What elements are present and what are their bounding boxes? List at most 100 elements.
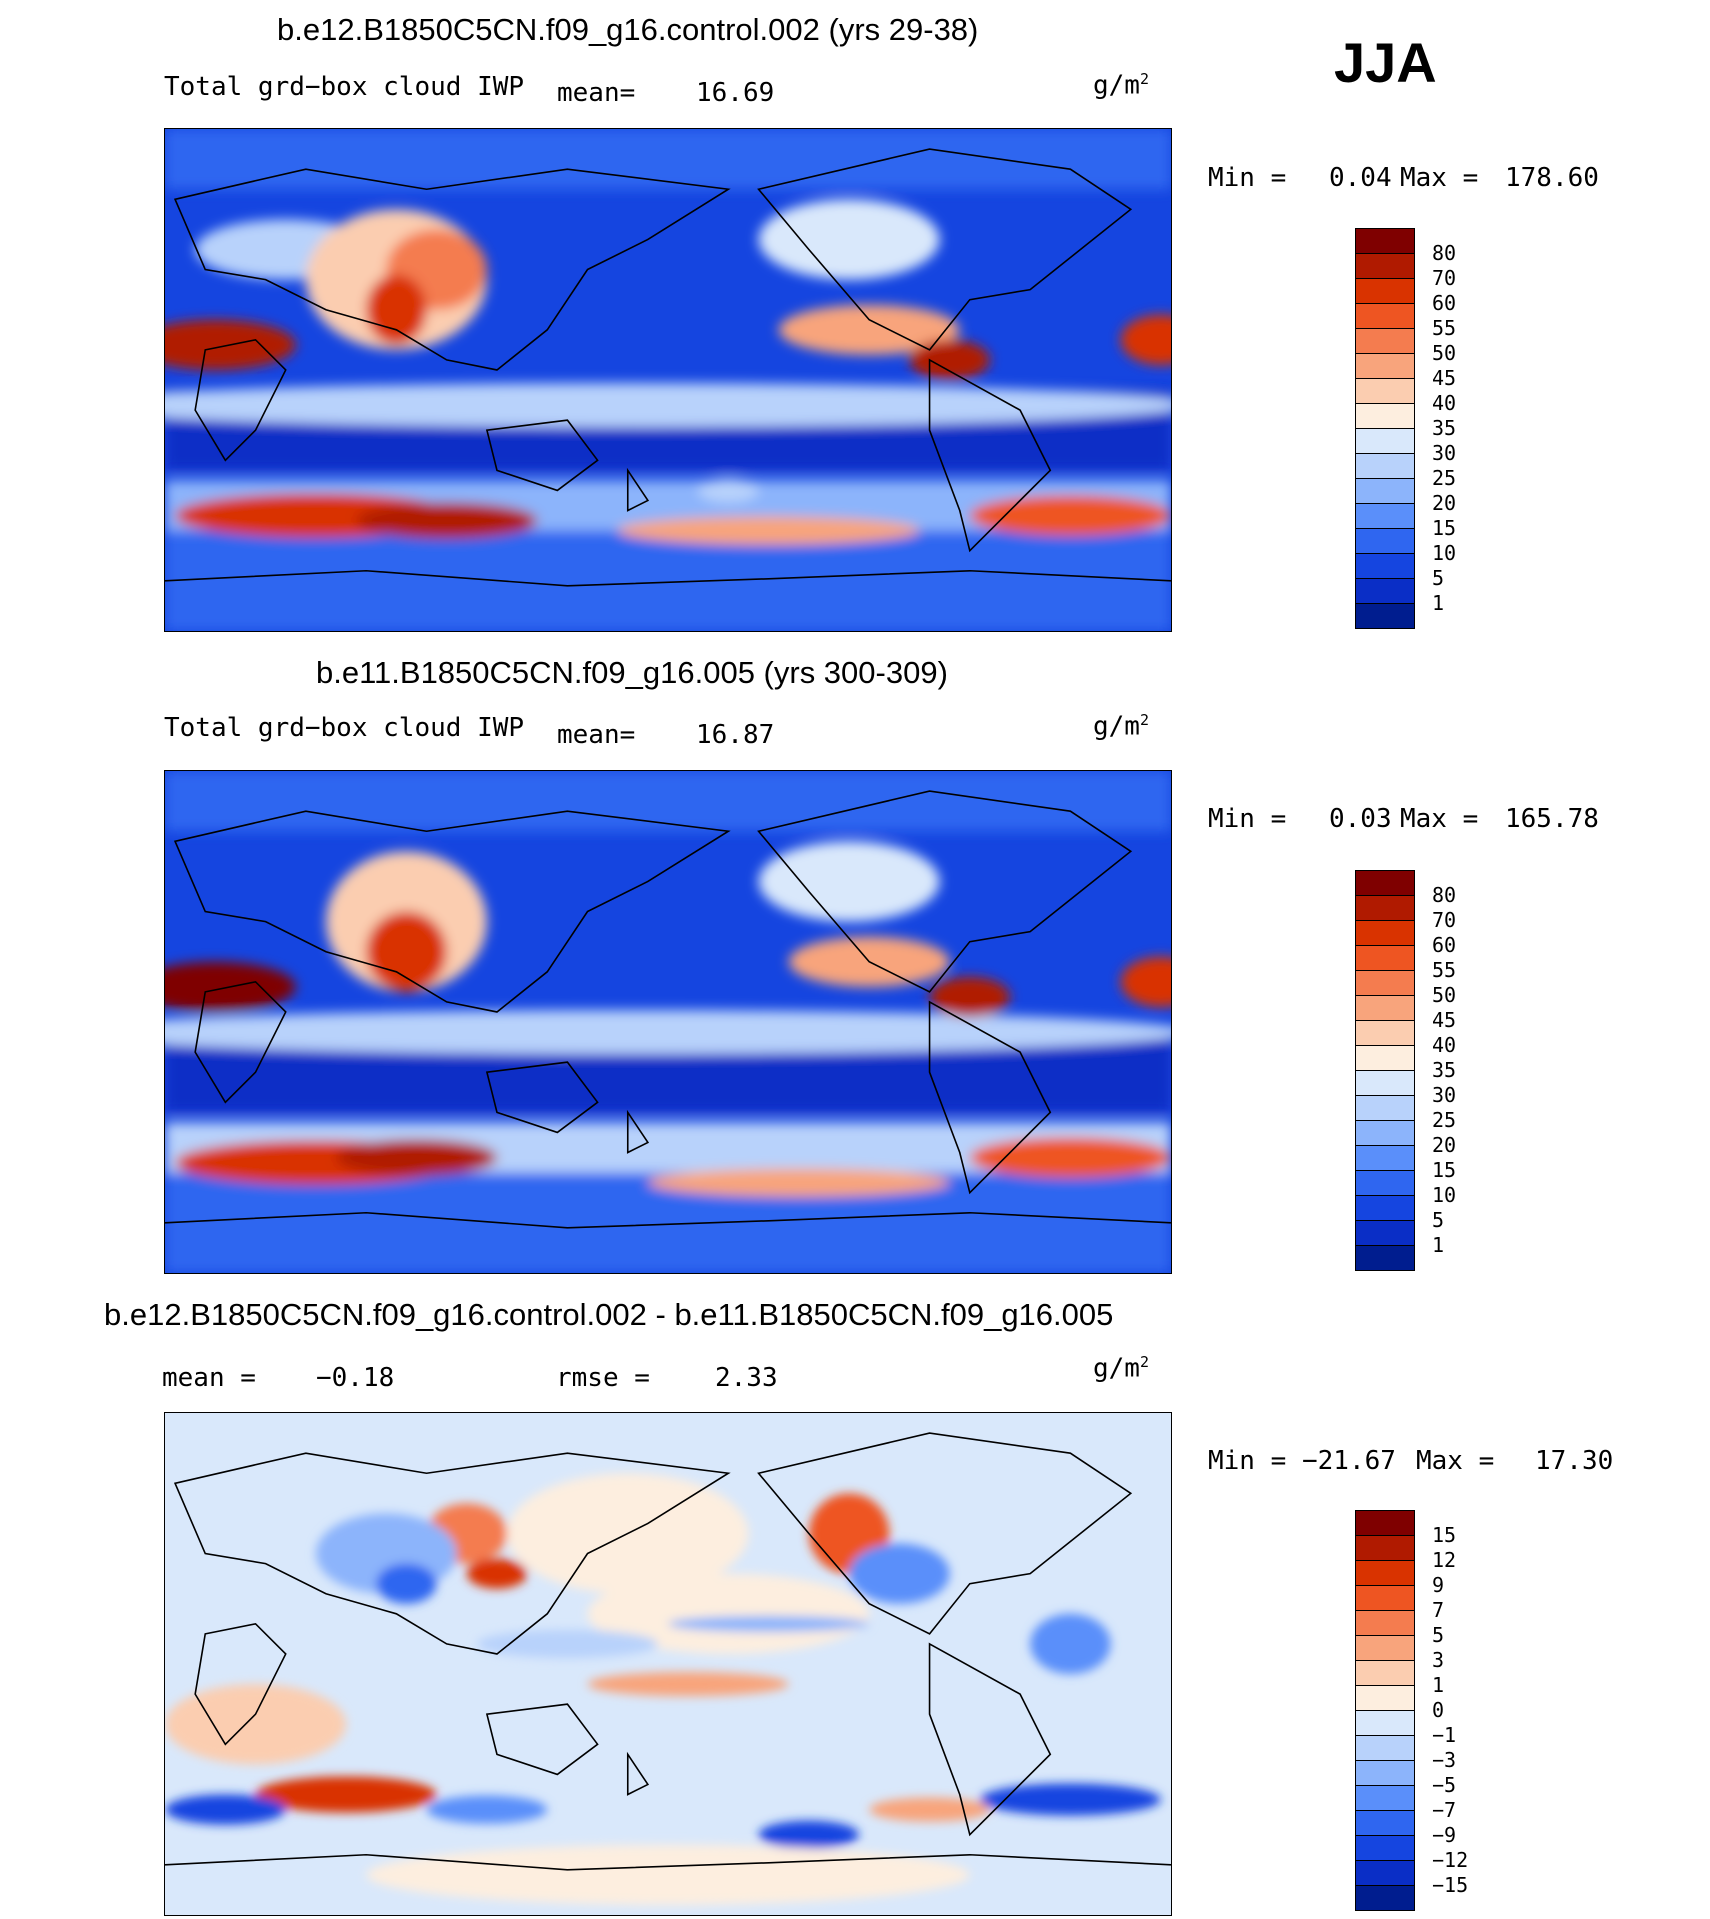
colorbar-tick-label: 45 <box>1432 366 1457 390</box>
colorbar-tick-label: 1 <box>1432 591 1445 615</box>
colorbar-swatch <box>1355 453 1415 478</box>
colorbar-swatch <box>1355 995 1415 1020</box>
colorbar-swatch <box>1355 528 1415 553</box>
colorbar-tick-label: 35 <box>1432 1058 1457 1082</box>
colorbar-tick-label: 40 <box>1432 391 1457 415</box>
colorbar-tick-label: 5 <box>1432 566 1445 590</box>
colorbar-swatch <box>1355 1095 1415 1120</box>
colorbar-tick-label: −12 <box>1432 1848 1469 1872</box>
colorbar-swatch <box>1355 1835 1415 1860</box>
panel3-title: b.e12.B1850C5CN.f09_g16.control.002 - b.… <box>104 1297 1114 1332</box>
colorbar-tick-label: −3 <box>1432 1748 1457 1772</box>
colorbar-swatch <box>1355 1120 1415 1145</box>
units-base: g/m <box>1093 711 1140 742</box>
colorbar-swatch <box>1355 478 1415 503</box>
colorbar-tick-label: 10 <box>1432 541 1457 565</box>
panel1-colorbar <box>1355 228 1415 629</box>
colorbar-tick-label: 55 <box>1432 958 1457 982</box>
colorbar-swatch <box>1355 1220 1415 1245</box>
colorbar-tick-label: 7 <box>1432 1598 1445 1622</box>
panel2-mean-value: 16.87 <box>696 720 775 750</box>
panel1-min-label: Min = <box>1208 163 1287 193</box>
colorbar-tick-label: −7 <box>1432 1798 1457 1822</box>
colorbar-swatch <box>1355 1610 1415 1635</box>
panel3-colorbar <box>1355 1510 1415 1911</box>
colorbar-tick-label: 20 <box>1432 1133 1457 1157</box>
units-base: g/m <box>1093 70 1140 101</box>
colorbar-tick-label: −15 <box>1432 1873 1469 1897</box>
colorbar-swatch <box>1355 428 1415 453</box>
panel1-map <box>164 128 1172 632</box>
colorbar-tick-label: 70 <box>1432 908 1457 932</box>
colorbar-tick-label: 70 <box>1432 266 1457 290</box>
colorbar-swatch <box>1355 945 1415 970</box>
colorbar-swatch <box>1355 870 1415 895</box>
colorbar-swatch <box>1355 1760 1415 1785</box>
colorbar-tick-label: 0 <box>1432 1698 1445 1722</box>
colorbar-tick-label: 35 <box>1432 416 1457 440</box>
panel3-mean-label: mean = <box>162 1363 256 1393</box>
colorbar-swatch <box>1355 1560 1415 1585</box>
panel2-map <box>164 770 1172 1274</box>
colorbar-swatch <box>1355 1710 1415 1735</box>
colorbar-swatch <box>1355 1635 1415 1660</box>
units-exp: 2 <box>1139 1353 1149 1371</box>
panel1-mean-label: mean= <box>557 78 636 108</box>
colorbar-tick-label: −9 <box>1432 1823 1457 1847</box>
colorbar-tick-label: 15 <box>1432 1523 1457 1547</box>
panel2-field <box>165 771 1171 1273</box>
colorbar-swatch <box>1355 353 1415 378</box>
colorbar-swatch <box>1355 578 1415 603</box>
colorbar-tick-label: 80 <box>1432 241 1457 265</box>
panel3-rmse-value: 2.33 <box>715 1363 778 1393</box>
colorbar-swatch <box>1355 278 1415 303</box>
colorbar-swatch <box>1355 503 1415 528</box>
colorbar-tick-label: 10 <box>1432 1183 1457 1207</box>
panel1-mean-value: 16.69 <box>696 78 775 108</box>
colorbar-tick-label: −5 <box>1432 1773 1457 1797</box>
panel3-coastlines <box>165 1432 1171 1871</box>
panel1-max-label: Max = <box>1400 163 1479 193</box>
panel2-min-value: 0.03 <box>1329 804 1392 834</box>
colorbar-tick-label: 55 <box>1432 316 1457 340</box>
colorbar-swatch <box>1355 228 1415 253</box>
colorbar-swatch <box>1355 1535 1415 1560</box>
panel3-units: g/m2 <box>1093 1353 1149 1384</box>
colorbar-swatch <box>1355 1585 1415 1610</box>
panel1-units: g/m2 <box>1093 70 1149 101</box>
colorbar-swatch <box>1355 1145 1415 1170</box>
colorbar-swatch <box>1355 1245 1415 1271</box>
colorbar-tick-label: 25 <box>1432 466 1457 490</box>
panel1-variable: Total grd−box cloud IWP <box>164 72 525 102</box>
colorbar-swatch <box>1355 553 1415 578</box>
panel2-variable: Total grd−box cloud IWP <box>164 713 525 743</box>
colorbar-swatch <box>1355 895 1415 920</box>
colorbar-swatch <box>1355 403 1415 428</box>
colorbar-swatch <box>1355 1020 1415 1045</box>
panel2-min-label: Min = <box>1208 804 1287 834</box>
colorbar-swatch <box>1355 1170 1415 1195</box>
colorbar-swatch <box>1355 1070 1415 1095</box>
panel3-max-value: 17.30 <box>1535 1446 1614 1476</box>
colorbar-tick-label: 5 <box>1432 1208 1445 1232</box>
colorbar-tick-label: 9 <box>1432 1573 1445 1597</box>
colorbar-tick-label: 15 <box>1432 516 1457 540</box>
colorbar-swatch <box>1355 1735 1415 1760</box>
colorbar-swatch <box>1355 1810 1415 1835</box>
colorbar-swatch <box>1355 920 1415 945</box>
colorbar-swatch <box>1355 328 1415 353</box>
colorbar-tick-label: 12 <box>1432 1548 1457 1572</box>
colorbar-tick-label: 30 <box>1432 441 1457 465</box>
colorbar-tick-label: 60 <box>1432 291 1457 315</box>
panel2-title: b.e11.B1850C5CN.f09_g16.005 (yrs 300-309… <box>316 655 948 690</box>
colorbar-tick-label: 1 <box>1432 1673 1445 1697</box>
panel3-rmse-label: rmse = <box>556 1363 650 1393</box>
season-label: JJA <box>1334 31 1437 94</box>
colorbar-tick-label: −1 <box>1432 1723 1457 1747</box>
panel2-max-label: Max = <box>1400 804 1479 834</box>
colorbar-swatch <box>1355 253 1415 278</box>
colorbar-swatch <box>1355 970 1415 995</box>
colorbar-swatch <box>1355 1885 1415 1911</box>
colorbar-tick-label: 5 <box>1432 1623 1445 1647</box>
panel2-coastlines <box>165 790 1171 1229</box>
